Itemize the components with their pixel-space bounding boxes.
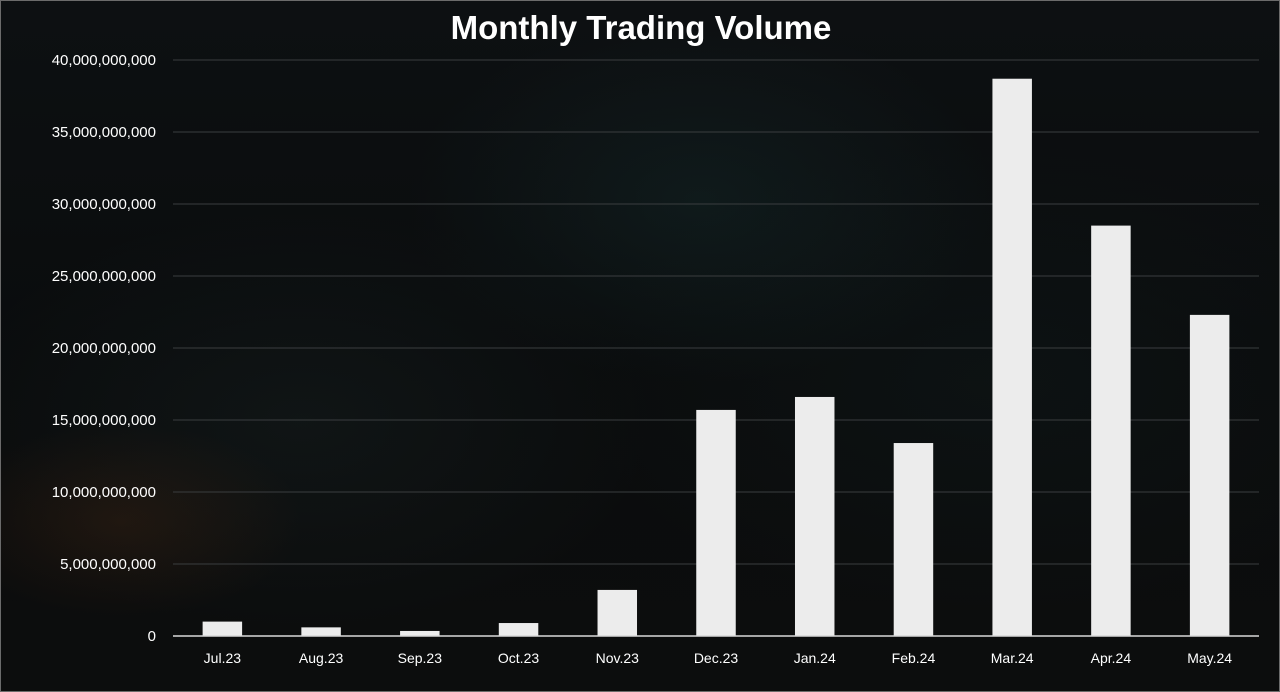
y-tick-label: 20,000,000,000 bbox=[52, 340, 156, 357]
x-tick-label: Sep.23 bbox=[398, 650, 443, 666]
y-tick-label: 0 bbox=[148, 628, 156, 645]
x-tick-label: Mar.24 bbox=[991, 650, 1034, 666]
bar bbox=[1189, 314, 1230, 636]
x-tick-label: Jan.24 bbox=[794, 650, 836, 666]
bar bbox=[597, 589, 638, 636]
x-tick-label: May.24 bbox=[1187, 650, 1232, 666]
x-tick-label: Aug.23 bbox=[299, 650, 344, 666]
bar bbox=[794, 396, 835, 636]
bar bbox=[696, 409, 736, 636]
x-tick-label: Apr.24 bbox=[1091, 650, 1132, 666]
y-tick-label: 30,000,000,000 bbox=[52, 196, 156, 213]
y-tick-label: 25,000,000,000 bbox=[52, 268, 156, 285]
x-tick-label: Jul.23 bbox=[204, 650, 242, 666]
bar bbox=[400, 630, 440, 636]
x-tick-label: Nov.23 bbox=[596, 650, 640, 666]
y-tick-label: 40,000,000,000 bbox=[52, 52, 156, 69]
y-tick-label: 35,000,000,000 bbox=[52, 124, 156, 141]
bar bbox=[992, 78, 1032, 637]
chart-title: Monthly Trading Volume bbox=[450, 9, 832, 46]
bars bbox=[202, 78, 1230, 637]
bar bbox=[202, 621, 243, 636]
bar bbox=[893, 443, 934, 636]
bar bbox=[1091, 225, 1131, 636]
y-tick-label: 5,000,000,000 bbox=[60, 556, 156, 573]
bar bbox=[498, 623, 539, 636]
y-tick-label: 10,000,000,000 bbox=[52, 484, 156, 501]
x-tick-label: Dec.23 bbox=[694, 650, 739, 666]
x-axis-ticks: Jul.23 Aug.23 Sep.23 Oct.23 Nov.23 Dec.23 Jan.… bbox=[204, 650, 1233, 666]
y-axis-ticks: 0 5,000,000,000 10,000,000,000 15,000,000,0… bbox=[52, 52, 156, 645]
x-tick-label: Feb.24 bbox=[892, 650, 936, 666]
bar bbox=[301, 627, 341, 636]
y-tick-label: 15,000,000,000 bbox=[52, 412, 156, 429]
x-tick-label: Oct.23 bbox=[498, 650, 539, 666]
